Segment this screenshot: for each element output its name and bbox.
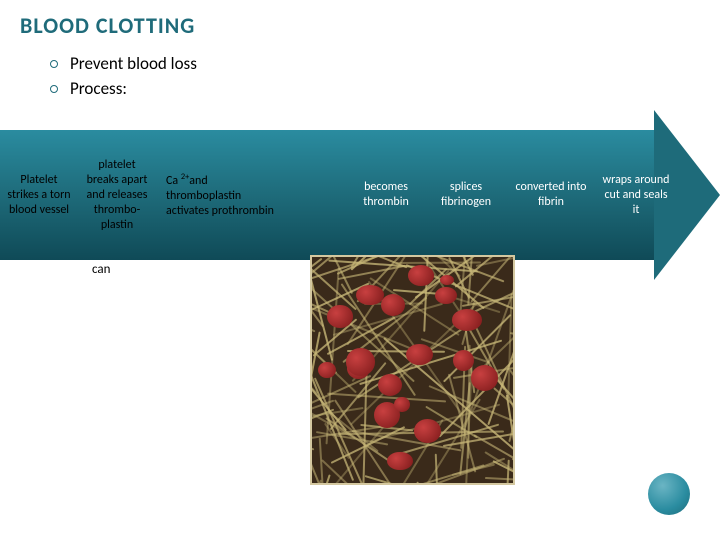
- bullet-icon: [50, 60, 58, 68]
- can-label: can: [92, 262, 110, 277]
- fibrin-image: [310, 255, 515, 485]
- step-label: Platelet strikes a torn blood vessel: [0, 173, 78, 218]
- slide-title: BLOOD CLOTTING: [0, 0, 720, 39]
- step-label: wraps around cut and seals it: [596, 173, 676, 218]
- decorative-circle-icon: [648, 473, 690, 515]
- bullet-list: Prevent blood loss Process:: [0, 39, 720, 99]
- step-label: converted into fibrin: [506, 180, 596, 210]
- bullet-icon: [50, 85, 58, 93]
- process-steps: Platelet strikes a torn blood vessel pla…: [0, 130, 720, 260]
- process-arrow: Platelet strikes a torn blood vessel pla…: [0, 130, 720, 260]
- step-label: becomes thrombin: [346, 180, 426, 210]
- list-item: Prevent blood loss: [50, 53, 720, 74]
- step-label: splices fibrinogen: [426, 180, 506, 210]
- step-label: platelet breaks apart and releases throm…: [78, 158, 156, 233]
- step-label: Ca 2+and thromboplastin activates prothr…: [156, 172, 286, 219]
- bullet-text: Prevent blood loss: [70, 53, 197, 74]
- list-item: Process:: [50, 78, 720, 99]
- bullet-text: Process:: [70, 78, 127, 99]
